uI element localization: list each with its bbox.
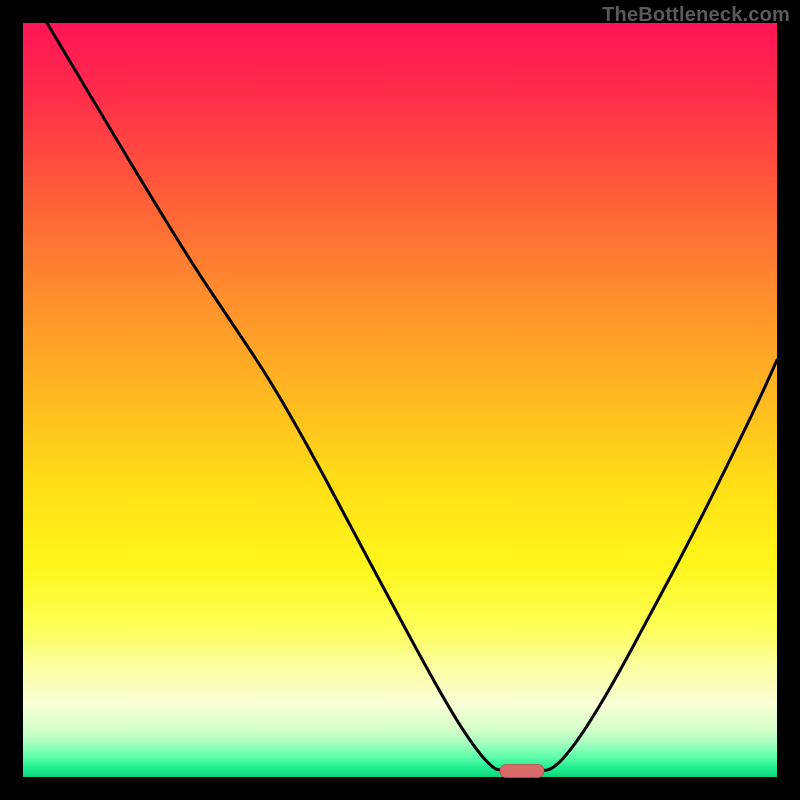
chart-container: TheBottleneck.com: [0, 0, 800, 800]
watermark-text: TheBottleneck.com: [602, 4, 790, 27]
optimal-marker: [500, 765, 544, 778]
chart-svg: [0, 0, 800, 800]
chart-gradient-background: [23, 23, 777, 777]
